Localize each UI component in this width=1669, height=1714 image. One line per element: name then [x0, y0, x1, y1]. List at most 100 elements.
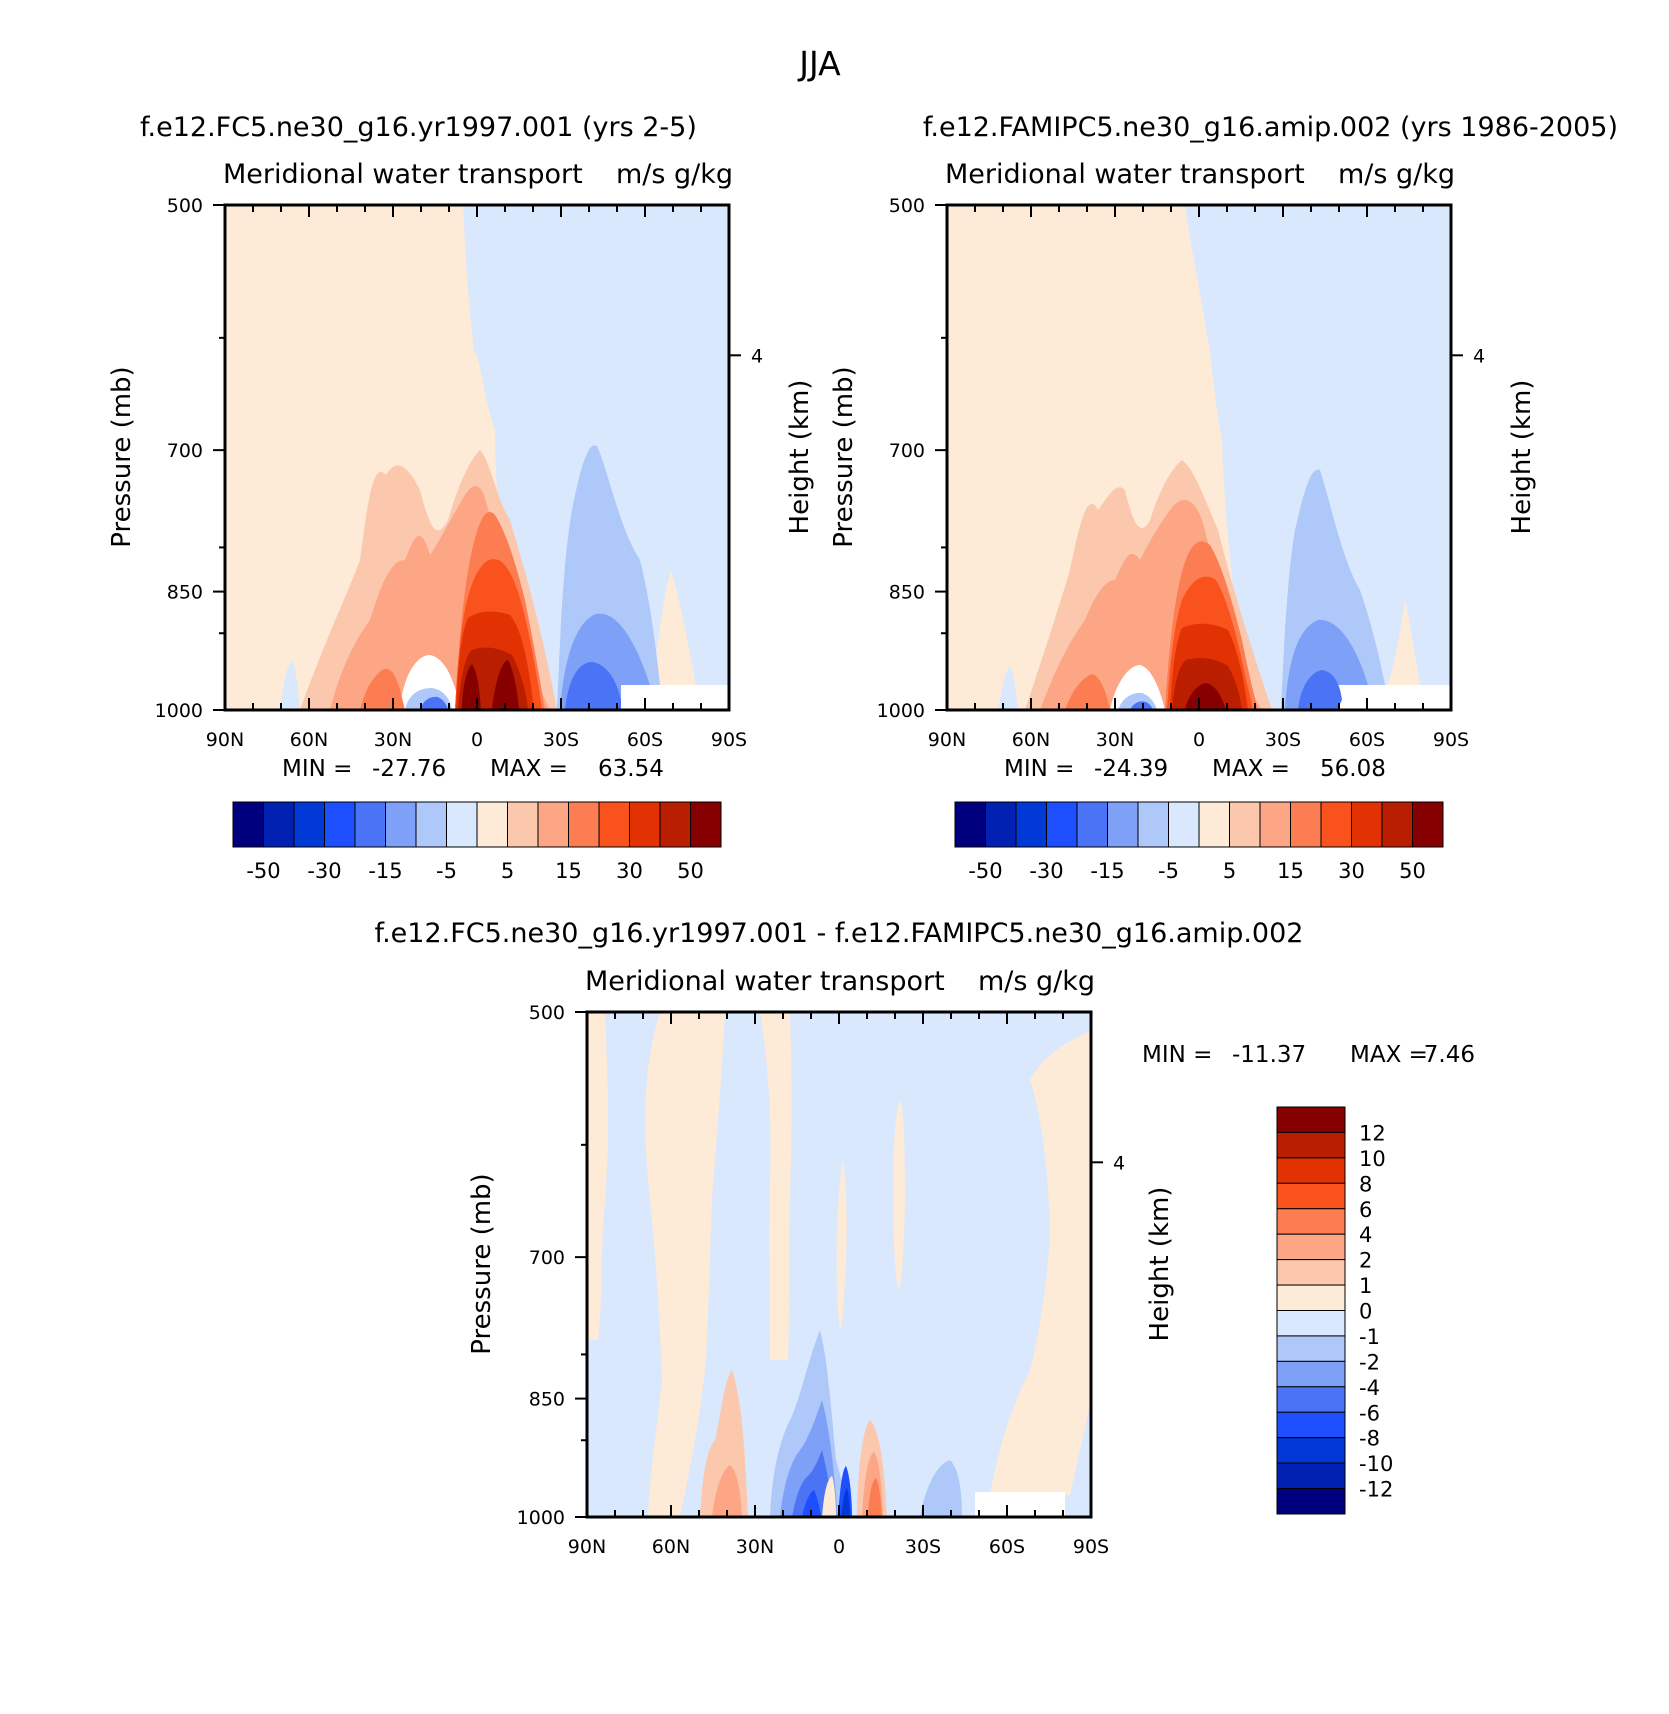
min-value: -11.37: [1232, 1042, 1306, 1068]
colorbar-label: 30: [616, 859, 643, 883]
y-tick-label: 1000: [155, 700, 203, 722]
colorbar-swatch: [985, 801, 1017, 848]
min-label: MIN =: [282, 756, 352, 782]
colorbar-label: -1: [1359, 1325, 1380, 1349]
colorbar-swatch: [1015, 801, 1047, 848]
contour-field: [587, 1012, 1091, 1517]
colorbar-label: -5: [436, 859, 457, 883]
colorbar-swatch: [1276, 1335, 1346, 1362]
right-tick-label: 4: [1113, 1152, 1125, 1174]
colorbar-label: 50: [1399, 859, 1426, 883]
colorbar-swatch: [507, 801, 539, 848]
colorbar-swatch: [232, 801, 264, 848]
panel-subtitle-left: Meridional water transport: [585, 966, 945, 997]
colorbar-swatch: [1276, 1157, 1346, 1184]
colorbar-swatch: [1290, 801, 1322, 848]
colorbar-swatch: [1276, 1208, 1346, 1235]
figure-title: JJA: [797, 44, 841, 83]
colorbar-label: 12: [1359, 1121, 1386, 1145]
colorbar-swatch: [690, 801, 722, 848]
panel-control: f.e12.FC5.ne30_g16.yr1997.001 (yrs 2-5) …: [107, 112, 815, 883]
contour-neg-1-south: [998, 666, 1018, 710]
contour-pos-8: [1185, 683, 1226, 710]
contour-field: [225, 205, 729, 710]
y-tick-label: 850: [889, 582, 925, 604]
y-tick-label: 500: [529, 1002, 565, 1024]
y-axis: 500 700 850 1000: [877, 195, 947, 722]
y-axis-right-label: Height (km): [1507, 380, 1537, 535]
y-axis: 500 700 850 1000: [517, 1002, 587, 1529]
colorbar-label: -50: [968, 859, 1002, 883]
colorbar-swatch: [629, 801, 661, 848]
panel-subtitle-right: m/s g/kg: [1338, 159, 1455, 190]
colorbar-swatch: [598, 801, 630, 848]
colorbar-swatch: [1276, 1437, 1346, 1464]
colorbar-swatch: [263, 801, 295, 848]
contour-neg-1-south: [280, 660, 300, 710]
contour-neg-4-patch: [420, 696, 448, 710]
x-tick-label: 30N: [374, 729, 412, 751]
max-value: 63.54: [598, 756, 664, 782]
colorbar-swatch: [1229, 801, 1261, 848]
panel-difference: f.e12.FC5.ne30_g16.yr1997.001 - f.e12.FA…: [375, 918, 1475, 1558]
colorbar-label: 0: [1359, 1300, 1372, 1324]
colorbar-label: -12: [1359, 1478, 1393, 1502]
colorbar-swatch: [659, 801, 691, 848]
contour-pos-3: [712, 1452, 883, 1517]
colorbar-label: -15: [1090, 859, 1124, 883]
colorbar-label: -2: [1359, 1350, 1380, 1374]
panel-subtitle-right: m/s g/kg: [616, 159, 733, 190]
colorbar-swatch: [1076, 801, 1108, 848]
y-tick-label: 1000: [517, 1507, 565, 1529]
y-tick-label: 500: [167, 195, 203, 217]
min-value: -27.76: [372, 756, 446, 782]
contour-neg-5: [802, 1466, 852, 1517]
colorbar-label: -6: [1359, 1401, 1380, 1425]
colorbar-swatch: [1276, 1462, 1346, 1490]
contour-pos-band-0: [822, 1476, 836, 1517]
colorbar-swatch: [1412, 801, 1444, 848]
panel-title: f.e12.FAMIPC5.ne30_g16.amip.002 (yrs 198…: [923, 112, 1618, 143]
x-tick-label: 90S: [711, 729, 747, 751]
colorbar-swatch: [1276, 1488, 1346, 1515]
x-tick-label: 90S: [1433, 729, 1469, 751]
colorbar-label: 4: [1359, 1223, 1372, 1247]
contour-pos-4: [868, 1478, 882, 1517]
x-tick-label: 60S: [989, 1536, 1025, 1558]
min-value: -24.39: [1094, 756, 1168, 782]
y-tick-label: 850: [167, 582, 203, 604]
y-axis-right-label: Height (km): [1145, 1187, 1175, 1342]
colorbar-swatch: [385, 801, 417, 848]
y-axis-label: Pressure (mb): [107, 366, 137, 547]
right-axis: 4: [1091, 1152, 1125, 1174]
contour-pos-1-band-b: [587, 1012, 609, 1340]
colorbar-swatch: [1351, 801, 1383, 848]
colorbar-label: -15: [368, 859, 402, 883]
max-label: MAX =: [490, 756, 568, 782]
x-tick-label: 0: [833, 1536, 845, 1558]
colorbar-swatch: [1276, 1259, 1346, 1286]
colorbar-swatch: [1276, 1360, 1346, 1388]
colorbar-label: 8: [1359, 1172, 1372, 1196]
colorbar-swatch: [1276, 1233, 1346, 1261]
contour-white: [621, 685, 729, 710]
colorbar-label: -30: [307, 859, 341, 883]
x-tick-label: 90S: [1073, 1536, 1109, 1558]
colorbar-swatch: [537, 801, 569, 848]
colorbar-label: 50: [677, 859, 704, 883]
x-tick-label: 30N: [1096, 729, 1134, 751]
colorbar-label: -10: [1359, 1452, 1393, 1476]
y-axis-right-label: Height (km): [785, 380, 815, 535]
colorbar-label: -50: [246, 859, 280, 883]
contour-pos-1-strip-2: [836, 1160, 847, 1330]
panel-title: f.e12.FC5.ne30_g16.yr1997.001 (yrs 2-5): [140, 112, 697, 143]
x-tick-label: 60N: [290, 729, 328, 751]
colorbar-swatch: [1168, 801, 1200, 848]
min-label: MIN =: [1142, 1042, 1212, 1068]
contour-white-patch: [1110, 665, 1165, 710]
colorbar-swatch: [324, 801, 356, 848]
contour-pos-1-strip: [893, 1100, 905, 1290]
x-tick-label: 0: [471, 729, 483, 751]
